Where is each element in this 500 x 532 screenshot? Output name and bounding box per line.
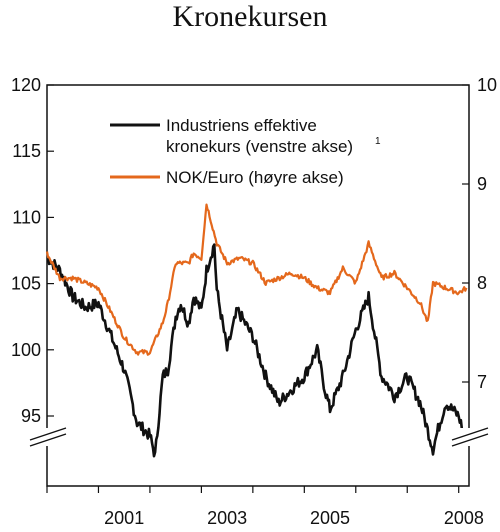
x-tick-label: 2005 — [310, 508, 350, 528]
left-axis: 120 115 110 105 100 95 — [11, 75, 54, 426]
left-tick-label: 120 — [11, 75, 41, 95]
axis-break-left — [28, 427, 68, 447]
x-tick-label: 2003 — [207, 508, 247, 528]
x-tick-label: 2001 — [104, 508, 144, 528]
x-tick-label: 2008 — [444, 508, 484, 528]
axis-break-right — [450, 427, 490, 447]
legend: Industriens effektive kronekurs (venstre… — [110, 116, 381, 187]
x-axis: 2001 2003 2005 2008 — [46, 486, 484, 528]
plot-frame — [46, 84, 470, 487]
right-tick-label: 9 — [477, 174, 487, 194]
series-line-industri — [46, 243, 468, 458]
right-tick-label: 10 — [477, 75, 497, 95]
legend-label-industri-line1: Industriens effektive — [166, 116, 317, 135]
left-tick-label: 100 — [11, 340, 41, 360]
left-tick-label: 105 — [11, 274, 41, 294]
left-tick-label: 110 — [12, 207, 41, 227]
right-tick-label: 7 — [477, 372, 487, 392]
series-line-nokeuro — [45, 203, 468, 356]
left-tick-label: 115 — [12, 141, 41, 161]
legend-footnote-mark: 1 — [375, 136, 381, 147]
right-axis: 10 9 8 7 — [462, 75, 497, 392]
chart-title: Kronekursen — [173, 0, 328, 33]
left-tick-label: 95 — [21, 406, 41, 426]
series-layer — [45, 203, 468, 458]
legend-label-nokeuro: NOK/Euro (høyre akse) — [166, 168, 344, 187]
right-tick-label: 8 — [477, 273, 487, 293]
legend-label-industri-line2: kronekurs (venstre akse) — [166, 137, 353, 156]
